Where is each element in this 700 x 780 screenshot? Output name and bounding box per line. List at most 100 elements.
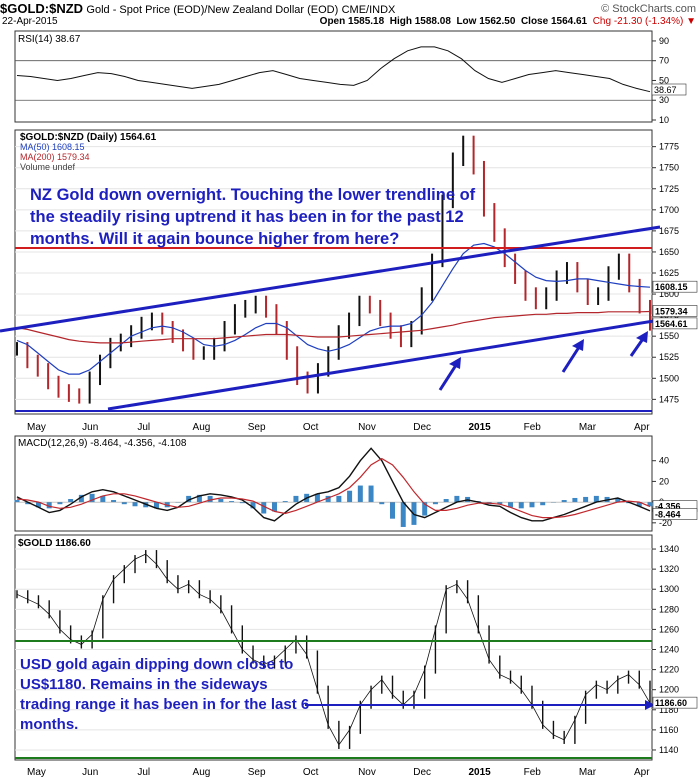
month-label: Aug <box>193 767 211 778</box>
macd-histogram-bar <box>261 502 267 514</box>
macd-histogram-bar <box>229 501 235 503</box>
month-label: Aug <box>193 422 211 433</box>
y-tick-label: 1220 <box>659 665 679 675</box>
macd-histogram-bar <box>186 495 192 503</box>
y-tick-label: 90 <box>659 36 669 46</box>
low-label: Low <box>456 16 477 27</box>
macd-panel: MACD(12,26,9) -8.464, -4.356, -4.108 -20… <box>14 435 698 532</box>
gold-annotation-box: USD gold again dipping down close to US$… <box>20 656 309 733</box>
price-y-axis: 1475150015251550157516001625165016751700… <box>652 142 679 404</box>
macd-histogram-bar <box>325 495 331 503</box>
gold-annotations <box>15 640 655 759</box>
support-arrow-icon <box>645 700 655 710</box>
macd-histogram-bar <box>615 497 621 503</box>
month-label: Jul <box>137 422 150 433</box>
month-label: Apr <box>634 767 650 778</box>
y-tick-label: 1340 <box>659 544 679 554</box>
macd-histogram-bar <box>529 502 535 508</box>
macd-histogram-bar <box>121 502 127 505</box>
chart-header: $GOLD:$NZD Gold - Spot Price (EOD)/New Z… <box>0 1 700 17</box>
macd-histogram-bar <box>78 494 84 503</box>
gold-gridlines <box>15 548 652 751</box>
macd-histogram-bar <box>572 497 578 503</box>
high-value: 1588.08 <box>414 16 451 27</box>
gold-close-value-label: 1186.60 <box>655 698 687 708</box>
y-tick-label: 1140 <box>659 745 678 755</box>
macd-histogram-bar <box>497 502 503 505</box>
y-tick-label: 1700 <box>659 205 679 215</box>
watermark[interactable]: © StockCharts.com <box>601 3 696 15</box>
month-label: 2015 <box>468 422 491 433</box>
symbol-description: Gold - Spot Price (EOD)/New Zealand Doll… <box>86 4 339 16</box>
macd-histogram-bar <box>508 502 514 508</box>
ma50-value-label: 1608.15 <box>655 282 688 292</box>
macd-histogram-bar <box>583 496 589 503</box>
y-tick-label: 1260 <box>659 624 679 634</box>
macd-histogram-bar <box>368 485 374 503</box>
month-label: Jun <box>82 422 98 433</box>
month-axis-top: May Jun Jul Aug Sep Oct Nov Dec 2015 Feb Mar Apr <box>27 422 650 433</box>
macd-signal-value-label: -4.356 <box>655 502 681 512</box>
month-label: 2015 <box>468 767 491 778</box>
y-tick-label: 1525 <box>659 352 679 362</box>
y-tick-label: 1775 <box>659 142 679 152</box>
upper-trendline <box>0 225 661 333</box>
quote-date: 22-Apr-2015 <box>2 16 58 27</box>
y-tick-label: 40 <box>659 456 669 466</box>
close-value-label: 1564.61 <box>655 319 688 329</box>
macd-histogram-bar <box>132 502 138 507</box>
gold-close-value-label-box <box>652 696 698 709</box>
month-label: Oct <box>303 767 319 778</box>
y-tick-label: 1725 <box>659 184 679 194</box>
month-axis-bottom: May Jun Jul Aug Sep Oct Nov Dec 2015 Feb Mar Apr <box>27 767 650 778</box>
y-tick-label: 1650 <box>659 247 679 257</box>
arrow-icon-3 <box>629 331 648 357</box>
close-value-label-box <box>652 317 698 330</box>
rsi-line <box>16 46 651 93</box>
month-label: Mar <box>579 422 597 433</box>
lower-trendline <box>107 318 661 411</box>
legend-ma50: MA(50) 1608.15 <box>20 142 85 152</box>
gold-title: $GOLD 1186.60 <box>18 538 91 549</box>
macd-histogram-bar <box>14 500 20 503</box>
macd-histogram-bar <box>207 495 213 503</box>
month-label: Sep <box>248 422 266 433</box>
y-tick-label: -20 <box>659 518 672 528</box>
gold-price-line <box>16 553 651 746</box>
y-tick-label: 50 <box>659 75 669 85</box>
macd-histogram-bar <box>432 502 438 505</box>
y-tick-label: 1750 <box>659 163 679 173</box>
macd-histogram-bar <box>293 495 299 503</box>
y-tick-label: 1300 <box>659 584 679 594</box>
month-label: Dec <box>413 422 431 433</box>
month-label: Jul <box>137 767 150 778</box>
macd-histogram-bar <box>239 502 245 504</box>
macd-value-label: -8.464 <box>655 510 681 520</box>
y-tick-label: 1160 <box>659 725 678 735</box>
macd-histogram-bar <box>454 495 460 503</box>
month-label: Oct <box>303 422 319 433</box>
arrow-icon-2 <box>561 339 584 373</box>
change-value: -21.30 (-1.34%) <box>613 16 684 27</box>
macd-histogram-bar <box>314 493 320 503</box>
ohlc-summary: Open 1585.18 High 1588.08 Low 1562.50 Cl… <box>320 16 696 27</box>
macd-histogram-bar <box>250 502 256 509</box>
macd-signal-line <box>16 457 651 519</box>
ma200-value-label-box <box>652 305 698 317</box>
macd-histogram-bar <box>25 502 31 505</box>
legend-ma200: MA(200) 1579.34 <box>20 152 90 162</box>
y-tick-label: 30 <box>659 95 669 105</box>
arrow-icon-1 <box>438 357 461 391</box>
macd-histogram-bar <box>46 502 52 509</box>
rsi-title: RSI(14) 38.67 <box>18 34 81 45</box>
price-value-tags: 1608.15 1579.34 1564.61 <box>652 280 698 330</box>
price-gridlines <box>15 146 652 400</box>
down-arrow-icon: ▼ <box>686 16 696 27</box>
macd-histogram-bar <box>218 499 224 503</box>
high-label: High <box>389 16 412 27</box>
macd-histogram-bar <box>390 502 396 519</box>
macd-histogram-bar <box>100 495 106 503</box>
month-label: Mar <box>579 767 597 778</box>
y-tick-label: 70 <box>659 56 669 66</box>
